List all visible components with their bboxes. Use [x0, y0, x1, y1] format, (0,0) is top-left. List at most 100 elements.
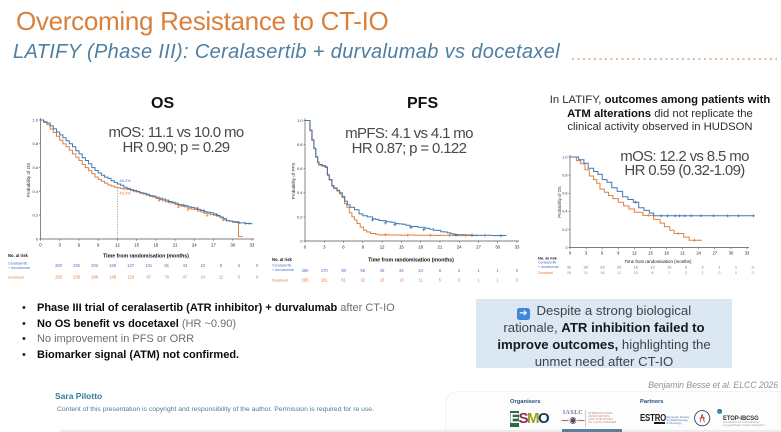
svg-text:137: 137 [127, 263, 135, 268]
svg-text:0: 0 [752, 265, 755, 270]
svg-text:78: 78 [165, 275, 170, 280]
svg-text:15: 15 [134, 243, 139, 248]
svg-text:0: 0 [516, 268, 519, 273]
svg-text:3: 3 [458, 278, 461, 283]
svg-text:0: 0 [256, 263, 259, 268]
svg-text:15: 15 [648, 251, 653, 256]
svg-text:18: 18 [664, 251, 669, 256]
svg-text:33: 33 [745, 251, 750, 256]
svg-text:101: 101 [145, 263, 153, 268]
svg-text:9: 9 [362, 245, 365, 250]
svg-text:30: 30 [584, 265, 589, 270]
svg-text:33: 33 [515, 245, 520, 250]
svg-text:148: 148 [109, 275, 117, 280]
svg-text:21: 21 [438, 245, 443, 250]
svg-text:0.6: 0.6 [297, 166, 303, 171]
svg-text:Time from randomisation (month: Time from randomisation (months) [103, 254, 189, 260]
svg-text:11: 11 [418, 278, 423, 283]
svg-text:15: 15 [399, 245, 404, 250]
svg-text:0.2: 0.2 [297, 214, 303, 219]
svg-text:0: 0 [752, 270, 755, 275]
svg-text:56: 56 [361, 268, 366, 273]
svg-text:260: 260 [55, 263, 63, 268]
svg-text:16: 16 [600, 270, 604, 275]
svg-text:118: 118 [127, 275, 134, 280]
svg-text:5: 5 [439, 278, 442, 283]
svg-text:1.0: 1.0 [297, 118, 303, 123]
svg-text:33: 33 [250, 243, 255, 248]
svg-text:45: 45 [380, 268, 385, 273]
svg-text:168: 168 [109, 263, 117, 268]
svg-text:238: 238 [73, 275, 81, 280]
svg-text:No. at risk: No. at risk [8, 253, 29, 258]
svg-text:20: 20 [617, 265, 622, 270]
svg-text:13: 13 [399, 278, 404, 283]
svg-text:0.6: 0.6 [562, 192, 567, 196]
svg-text:21: 21 [584, 270, 588, 275]
svg-text:16: 16 [380, 278, 385, 283]
svg-text:8: 8 [220, 263, 223, 268]
svg-text:18: 18 [418, 245, 423, 250]
svg-text:Ceralasertib: Ceralasertib [272, 264, 291, 268]
svg-text:Probability of PFS: Probability of PFS [291, 163, 296, 200]
svg-text:0.4: 0.4 [297, 190, 303, 195]
svg-text:24: 24 [696, 251, 701, 256]
svg-text:0: 0 [304, 245, 307, 250]
svg-text:12: 12 [115, 243, 120, 248]
svg-text:1: 1 [497, 268, 500, 273]
svg-text:18: 18 [154, 243, 159, 248]
svg-text:6: 6 [685, 265, 687, 270]
svg-text:0.4: 0.4 [562, 210, 567, 214]
svg-text:27: 27 [476, 245, 481, 250]
svg-text:98: 98 [341, 268, 346, 273]
svg-text:170: 170 [321, 268, 329, 273]
svg-text:7: 7 [668, 270, 670, 275]
svg-text:5: 5 [238, 275, 241, 280]
svg-text:9: 9 [97, 243, 100, 248]
svg-text:1.0: 1.0 [32, 117, 38, 122]
svg-text:0: 0 [256, 275, 259, 280]
svg-text:43: 43 [183, 263, 188, 268]
svg-text:0.8: 0.8 [562, 174, 567, 178]
svg-text:0.8: 0.8 [32, 141, 38, 146]
svg-text:32: 32 [567, 265, 571, 270]
svg-text:27: 27 [713, 251, 718, 256]
svg-text:12: 12 [650, 265, 654, 270]
svg-text:0.2: 0.2 [32, 213, 38, 218]
svg-text:30: 30 [495, 245, 500, 250]
svg-text:1: 1 [735, 265, 737, 270]
svg-text:97: 97 [147, 275, 152, 280]
svg-text:+ durvalumab: + durvalumab [272, 268, 294, 272]
svg-text:10: 10 [667, 265, 672, 270]
svg-text:24: 24 [457, 245, 462, 250]
svg-text:1: 1 [477, 268, 480, 273]
svg-text:0: 0 [516, 278, 519, 283]
svg-text:81: 81 [341, 278, 346, 283]
svg-text:0: 0 [718, 270, 721, 275]
svg-text:24: 24 [418, 268, 423, 273]
svg-text:Ceralasertib: Ceralasertib [538, 261, 556, 265]
svg-text:3: 3 [685, 270, 687, 275]
svg-text:Ceralasertib: Ceralasertib [8, 262, 27, 266]
svg-text:+ durvalumab: + durvalumab [538, 265, 559, 269]
svg-text:Docetaxel: Docetaxel [538, 271, 553, 275]
svg-text:21: 21 [680, 251, 685, 256]
svg-text:1: 1 [477, 278, 480, 283]
svg-text:12: 12 [617, 270, 621, 275]
svg-text:30: 30 [230, 243, 235, 248]
svg-text:16: 16 [634, 265, 638, 270]
svg-text:12: 12 [632, 251, 637, 256]
svg-text:No. at risk: No. at risk [272, 257, 293, 262]
svg-text:Docetaxel: Docetaxel [8, 276, 24, 280]
svg-text:0.6: 0.6 [32, 165, 38, 170]
svg-text:30: 30 [729, 251, 734, 256]
svg-text:0: 0 [735, 270, 738, 275]
svg-text:Time from randomisation (month: Time from randomisation (months) [368, 258, 454, 264]
svg-text:23: 23 [600, 265, 604, 270]
svg-text:9: 9 [617, 251, 620, 256]
svg-text:6: 6 [601, 251, 604, 256]
svg-text:0: 0 [39, 243, 42, 248]
svg-text:0: 0 [36, 236, 39, 241]
svg-text:6: 6 [78, 243, 81, 248]
svg-text:1: 1 [497, 278, 500, 283]
